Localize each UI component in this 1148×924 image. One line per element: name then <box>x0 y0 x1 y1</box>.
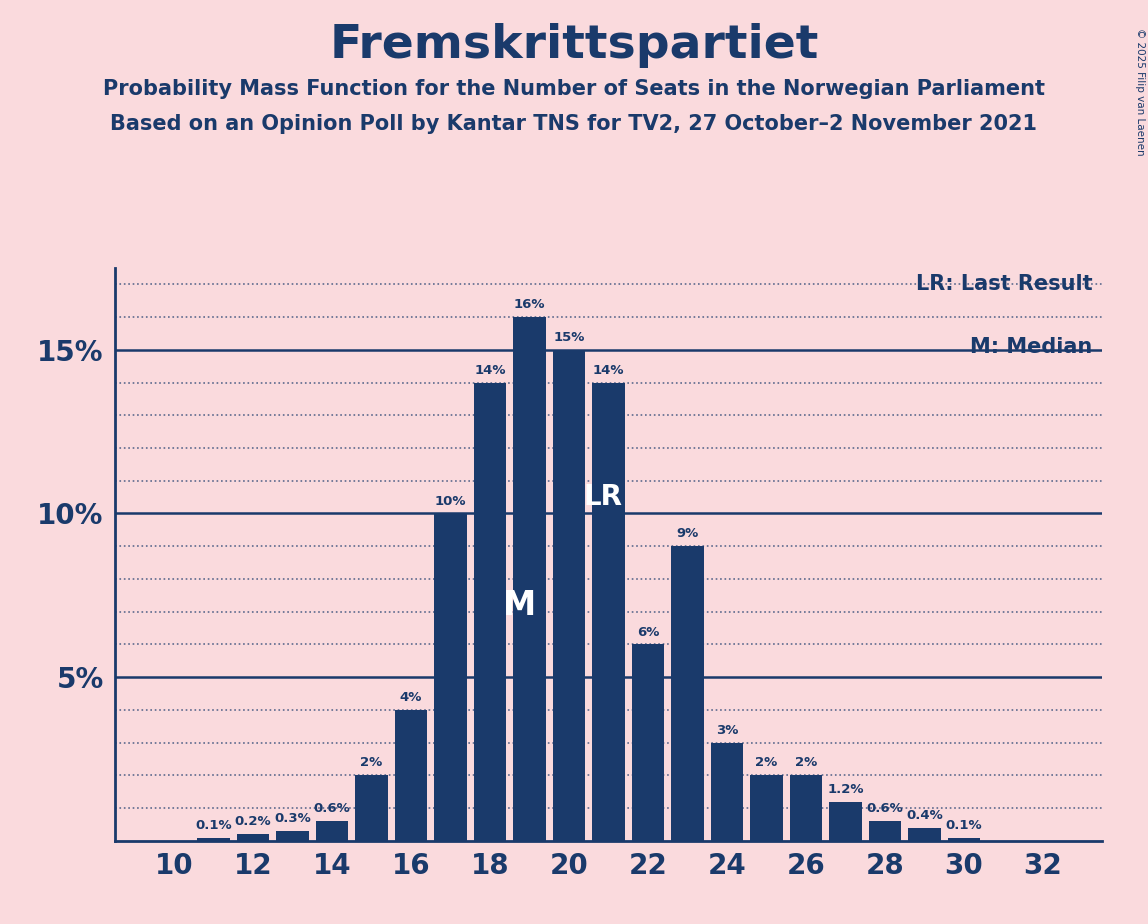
Text: 15%: 15% <box>553 331 584 344</box>
Text: Based on an Opinion Poll by Kantar TNS for TV2, 27 October–2 November 2021: Based on an Opinion Poll by Kantar TNS f… <box>110 114 1038 134</box>
Text: 0.4%: 0.4% <box>906 808 943 821</box>
Text: © 2025 Filip van Laenen: © 2025 Filip van Laenen <box>1135 28 1145 155</box>
Bar <box>908 828 940 841</box>
Text: 3%: 3% <box>715 723 738 736</box>
Text: M: Median: M: Median <box>970 336 1092 357</box>
Text: Fremskrittspartiet: Fremskrittspartiet <box>329 23 819 68</box>
Bar <box>236 834 270 841</box>
Text: 1.2%: 1.2% <box>828 783 863 796</box>
Text: 0.1%: 0.1% <box>195 819 232 832</box>
Text: LR: Last Result: LR: Last Result <box>916 274 1092 294</box>
Bar <box>829 801 862 841</box>
Bar <box>277 831 309 841</box>
Bar <box>197 837 230 841</box>
Text: 9%: 9% <box>676 528 698 541</box>
Text: 10%: 10% <box>435 494 466 507</box>
Bar <box>355 775 388 841</box>
Bar <box>592 383 625 841</box>
Text: 16%: 16% <box>513 298 545 311</box>
Bar <box>395 710 427 841</box>
Bar <box>316 821 348 841</box>
Bar <box>711 743 743 841</box>
Bar <box>750 775 783 841</box>
Bar <box>474 383 506 841</box>
Bar <box>790 775 822 841</box>
Bar <box>947 837 980 841</box>
Bar <box>434 514 467 841</box>
Text: 0.6%: 0.6% <box>867 802 903 815</box>
Text: M: M <box>503 589 536 622</box>
Text: 2%: 2% <box>794 757 817 770</box>
Bar <box>631 644 665 841</box>
Bar <box>869 821 901 841</box>
Text: 14%: 14% <box>474 364 506 377</box>
Text: 0.6%: 0.6% <box>313 802 350 815</box>
Bar <box>672 546 704 841</box>
Text: 0.2%: 0.2% <box>234 815 271 829</box>
Text: LR: LR <box>583 483 622 511</box>
Text: 0.3%: 0.3% <box>274 812 311 825</box>
Text: Probability Mass Function for the Number of Seats in the Norwegian Parliament: Probability Mass Function for the Number… <box>103 79 1045 99</box>
Text: 2%: 2% <box>360 757 382 770</box>
Text: 0.1%: 0.1% <box>946 819 983 832</box>
Text: 2%: 2% <box>755 757 777 770</box>
Bar <box>513 317 545 841</box>
Text: 14%: 14% <box>592 364 625 377</box>
Text: 6%: 6% <box>637 626 659 638</box>
Text: 4%: 4% <box>400 691 422 704</box>
Bar <box>552 350 585 841</box>
